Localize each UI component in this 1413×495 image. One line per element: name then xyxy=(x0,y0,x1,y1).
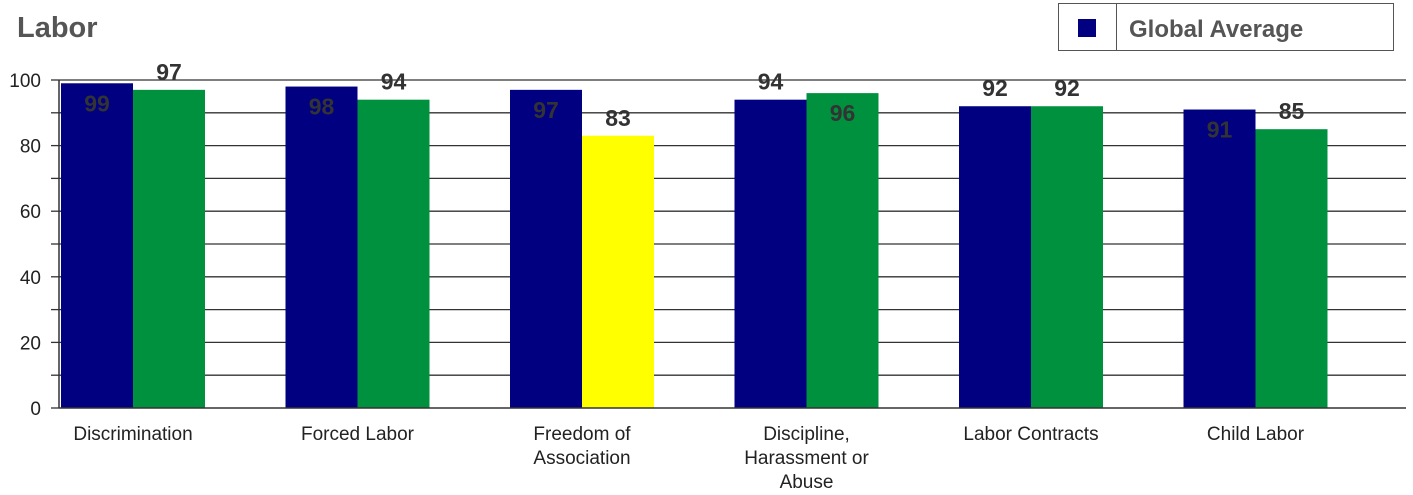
x-tick-label: Forced Labor xyxy=(301,424,415,445)
x-tick-label: Child Labor xyxy=(1207,424,1305,445)
y-tick-label: 80 xyxy=(20,137,41,158)
bar xyxy=(357,99,430,409)
data-label: 92 xyxy=(1054,75,1080,101)
legend: Global Average xyxy=(1058,3,1394,51)
bar xyxy=(510,89,582,408)
data-label: 96 xyxy=(830,100,856,126)
bar xyxy=(133,89,205,408)
legend-label: Global Average xyxy=(1129,16,1304,43)
data-label: 83 xyxy=(605,105,631,131)
data-label: 99 xyxy=(84,90,110,116)
x-tick-label: Abuse xyxy=(780,472,834,493)
data-label: 94 xyxy=(381,69,407,95)
legend-swatch-cell xyxy=(1059,4,1117,50)
bar xyxy=(1183,109,1256,409)
y-tick-label: 20 xyxy=(20,333,41,354)
data-label: 91 xyxy=(1207,117,1233,143)
bar xyxy=(734,99,807,409)
y-tick-label: 100 xyxy=(9,71,41,92)
bar xyxy=(1255,129,1328,408)
data-label: 94 xyxy=(758,69,784,95)
data-label: 97 xyxy=(156,59,182,85)
x-tick-label: Harassment or xyxy=(744,448,869,469)
x-tick-label: Association xyxy=(533,448,630,469)
y-tick-label: 0 xyxy=(30,399,41,420)
bar xyxy=(582,135,654,408)
x-tick-label: Discipline, xyxy=(763,424,850,445)
x-tick-label: Labor Contracts xyxy=(963,424,1098,445)
x-tick-label: Freedom of xyxy=(533,424,631,445)
chart-title: Labor xyxy=(17,12,98,44)
data-label: 92 xyxy=(982,75,1008,101)
y-tick-label: 60 xyxy=(20,202,41,223)
legend-swatch xyxy=(1078,19,1096,37)
data-label: 85 xyxy=(1279,98,1305,124)
bar xyxy=(959,106,1031,409)
x-tick-label: Discrimination xyxy=(73,424,192,445)
bar xyxy=(61,83,133,408)
y-tick-label: 40 xyxy=(20,268,41,289)
bar xyxy=(806,93,879,409)
data-label: 98 xyxy=(309,94,335,120)
bar xyxy=(285,86,358,408)
bar xyxy=(1031,106,1103,409)
data-label: 97 xyxy=(533,97,559,123)
